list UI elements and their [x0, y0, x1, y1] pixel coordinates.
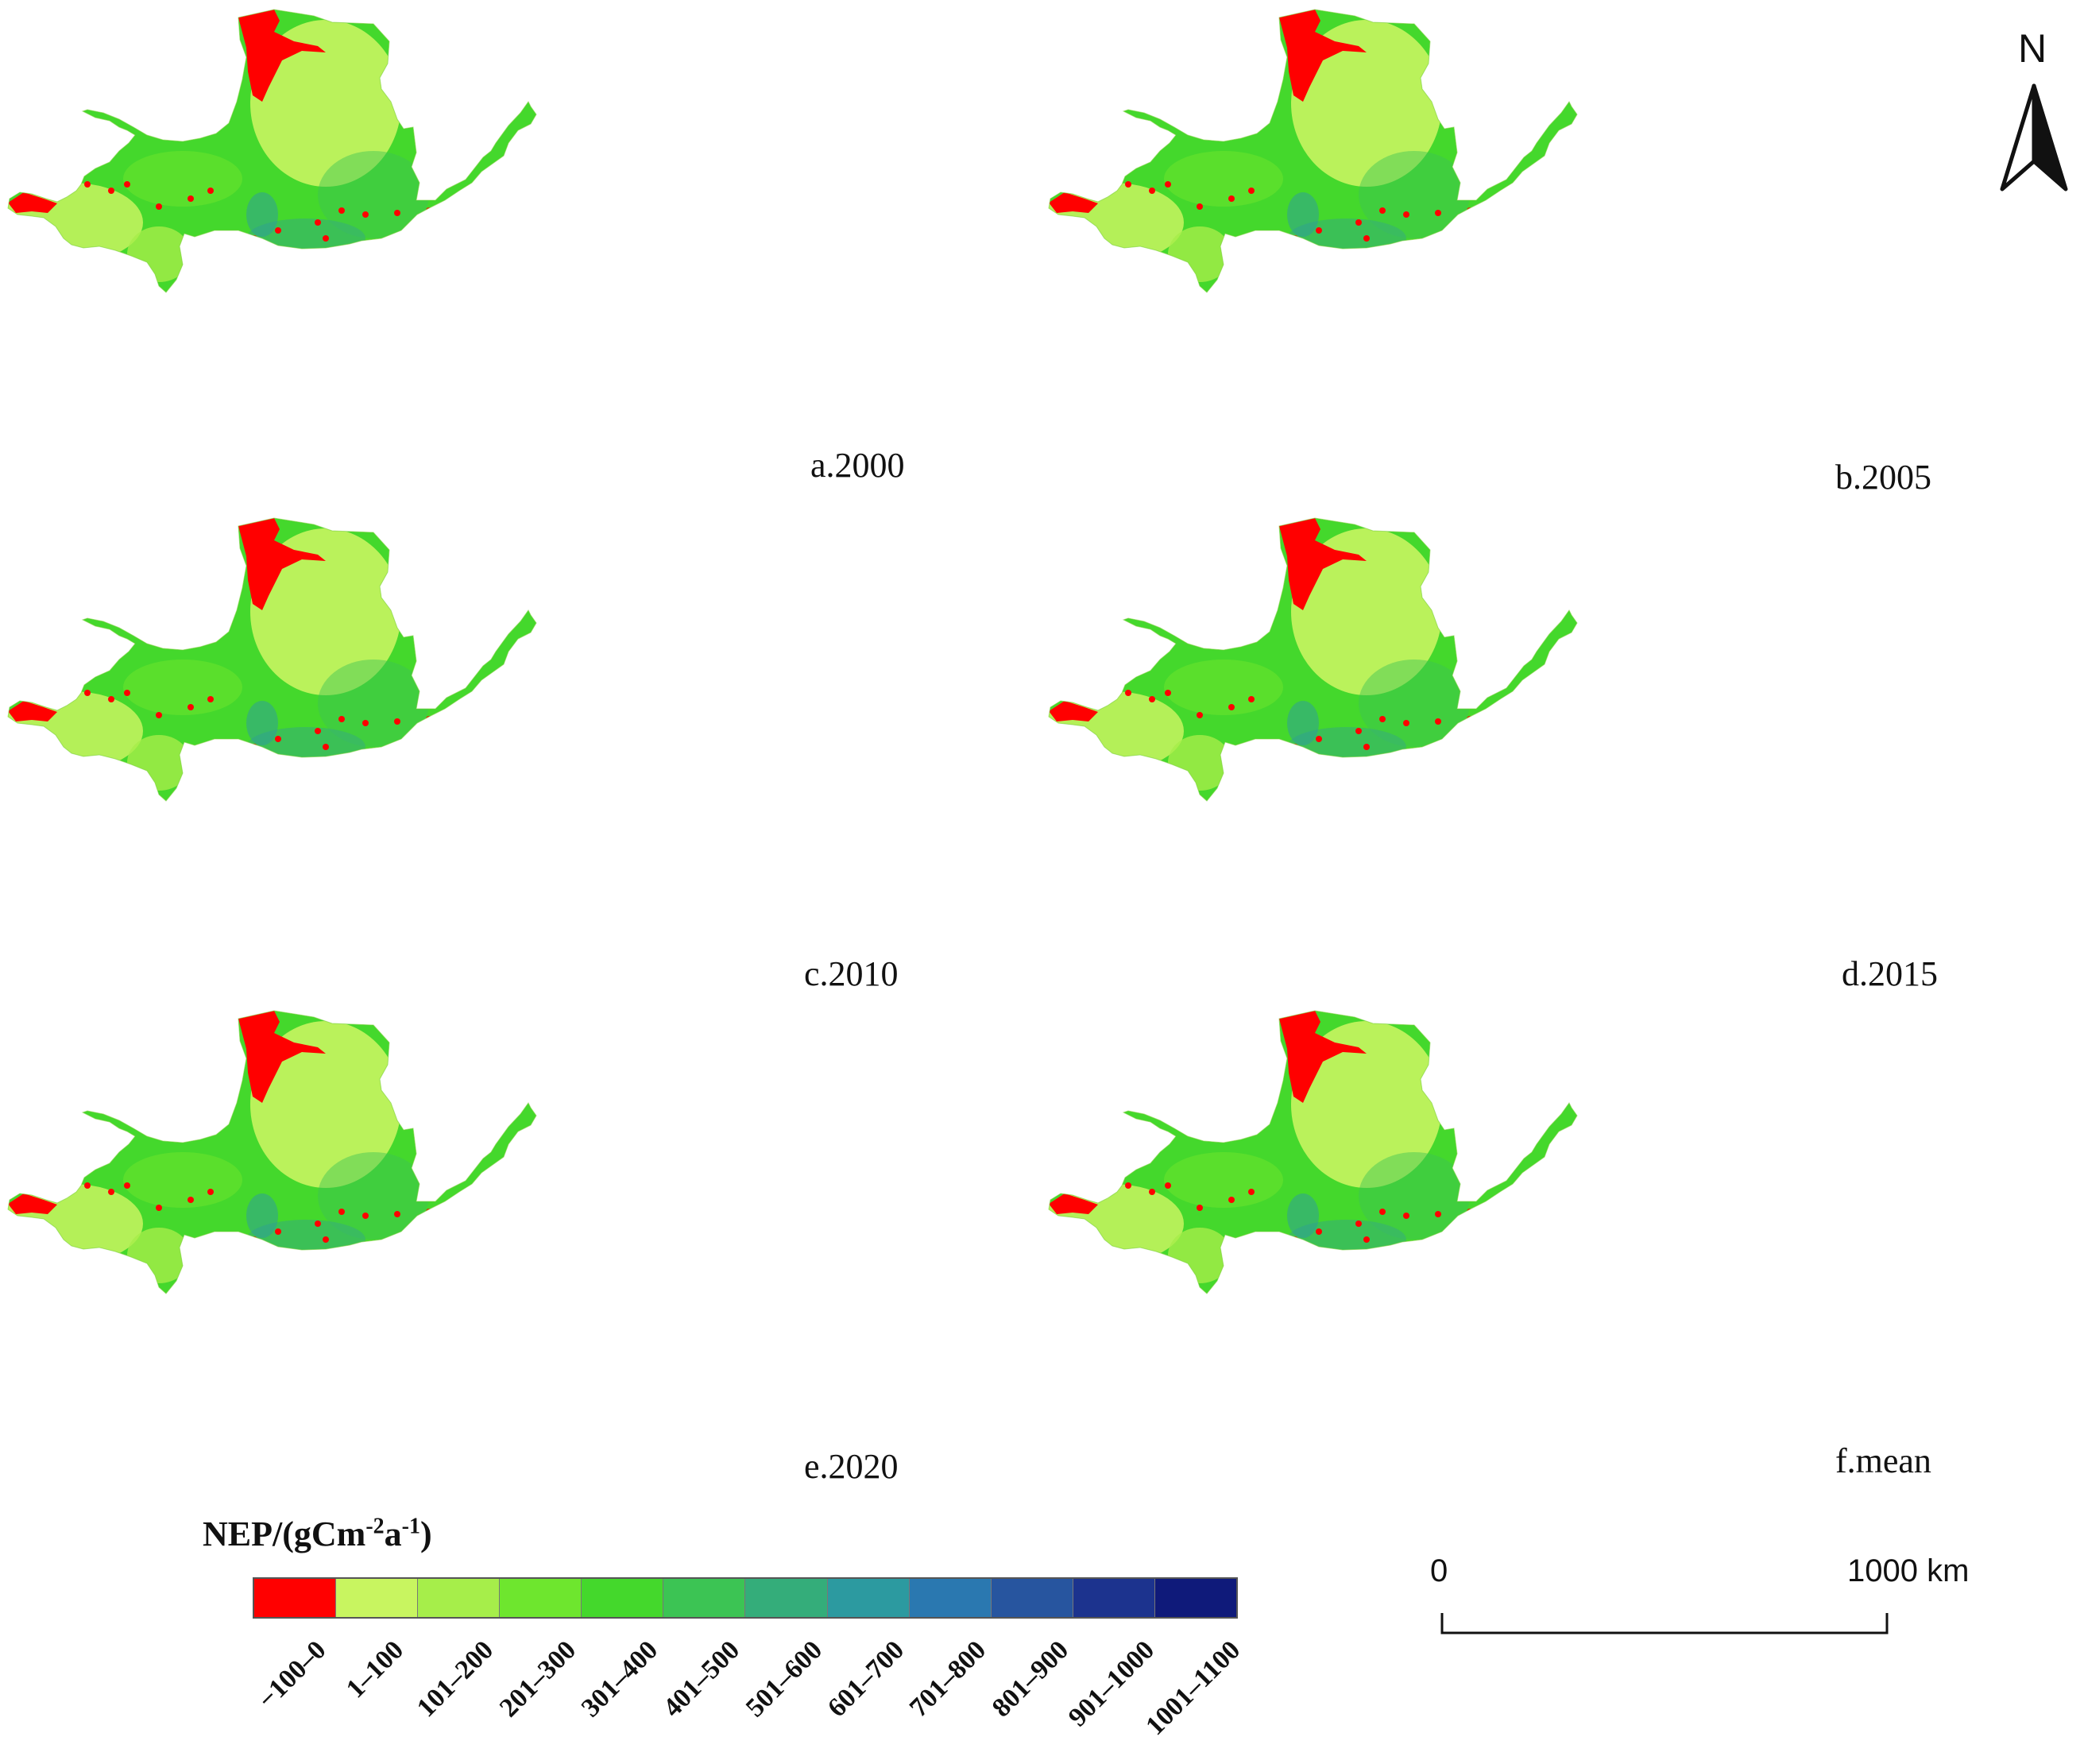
legend-color-bar: [253, 1577, 1238, 1619]
legend-swatch: [1073, 1579, 1155, 1617]
legend-title-exp1: -2: [365, 1514, 385, 1539]
panel-label-e: e.2020: [804, 1447, 899, 1486]
north-label: N: [2018, 26, 2047, 71]
basin-fill: [1049, 518, 1577, 801]
legend-title-mid: a: [384, 1514, 402, 1553]
map-panel-c: c.2010: [0, 509, 1041, 1001]
legend-swatch: [745, 1579, 828, 1617]
basin-map-c: [7, 517, 537, 802]
scale-start-label: 0: [1430, 1553, 1448, 1588]
legend-title-end: ): [420, 1514, 432, 1553]
basin-map-e: [7, 1010, 537, 1294]
legend-swatch: [991, 1579, 1073, 1617]
legend-swatch: [336, 1579, 419, 1617]
legend-tick-label: 301–400: [575, 1635, 664, 1723]
basin-map-b: [1048, 9, 1578, 293]
legend-swatch: [827, 1579, 910, 1617]
scale-bar: 0 1000 km: [1430, 1553, 1986, 1641]
legend-tick-label: 501–600: [740, 1635, 828, 1723]
basin-fill: [8, 1011, 536, 1294]
basin-fill: [8, 10, 536, 292]
basin-map-a: [7, 9, 537, 293]
panel-label-f: f.mean: [1835, 1441, 1931, 1480]
scale-end-label: 1000 km: [1847, 1553, 1970, 1588]
legend-swatch: [500, 1579, 582, 1617]
legend-title-main: NEP/(gCm: [203, 1514, 366, 1553]
legend-title-exp2: -1: [401, 1514, 420, 1539]
legend-tick-label: 101–200: [412, 1635, 500, 1723]
map-panel-e: e.2020: [0, 1001, 1041, 1494]
basin-fill: [1049, 10, 1577, 292]
map-panel-f: f.mean: [1041, 1001, 2082, 1494]
scale-line: [1440, 1613, 1889, 1634]
legend-swatch: [1154, 1579, 1236, 1617]
legend-swatch: [254, 1579, 337, 1617]
legend-swatch: [663, 1579, 746, 1617]
legend-tick-label: 701–800: [904, 1635, 992, 1723]
legend-tick-label: 401–500: [658, 1635, 746, 1723]
legend-tick-label: −100–0: [252, 1635, 332, 1715]
legend-swatch: [582, 1579, 664, 1617]
map-panel-b: b.2005: [1041, 0, 2082, 497]
legend-swatch: [909, 1579, 992, 1617]
legend-swatch: [418, 1579, 501, 1617]
basin-map-d: [1048, 517, 1578, 802]
legend-tick-label: 801–900: [986, 1635, 1074, 1723]
panel-label-b: b.2005: [1835, 458, 1931, 497]
legend-tick-label: 201–300: [493, 1635, 582, 1723]
basin-map-f: [1048, 1010, 1578, 1294]
panel-label-a: a.2000: [810, 446, 905, 485]
legend-tick-label: 601–700: [822, 1635, 911, 1723]
legend-title: NEP/(gCm-2a-1): [203, 1514, 432, 1554]
panel-label-c: c.2010: [804, 954, 899, 993]
north-arrow-icon: [2000, 83, 2068, 191]
legend-tick-label: 1–100: [340, 1635, 410, 1704]
map-panel-a: a.2000: [0, 0, 1041, 493]
basin-fill: [8, 518, 536, 801]
basin-fill: [1049, 1011, 1577, 1294]
panel-label-d: d.2015: [1842, 954, 1938, 993]
map-panel-d: d.2015: [1041, 509, 2082, 1001]
